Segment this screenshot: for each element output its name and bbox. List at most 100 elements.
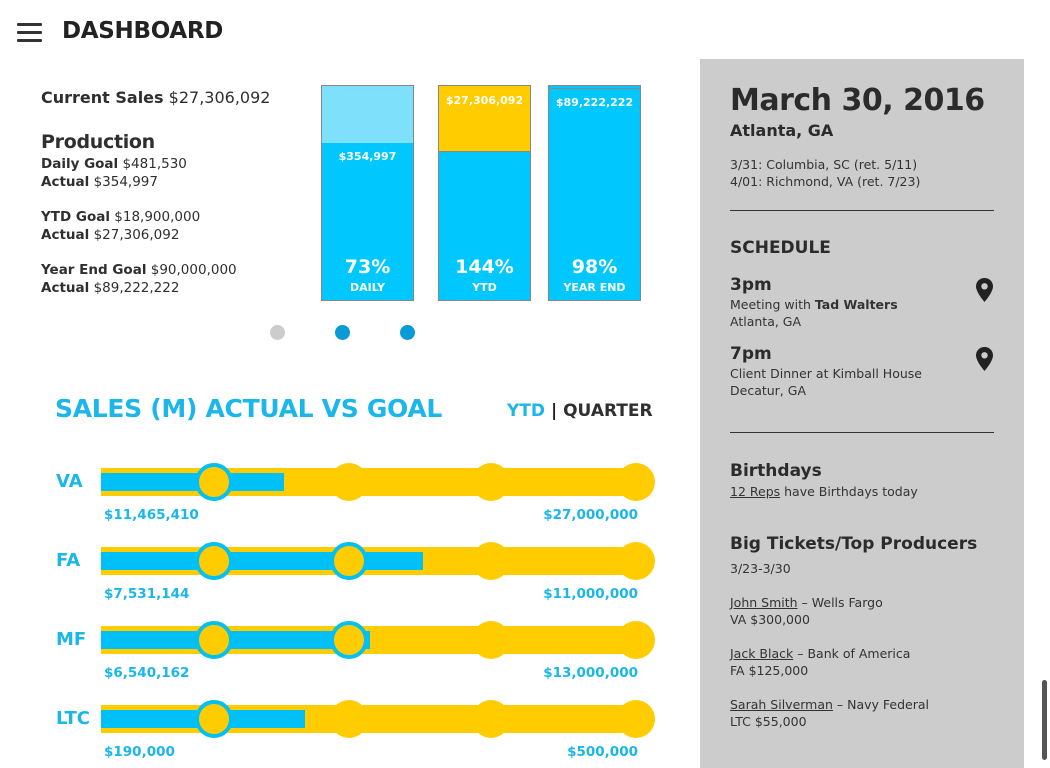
- year-end-actual: Actual $89,222,222: [41, 279, 311, 297]
- stat-label: Year End Goal: [41, 262, 147, 278]
- pager-dot-1[interactable]: [270, 325, 285, 340]
- actual-progress-bar: [101, 473, 284, 491]
- producer-company: – Bank of America: [793, 646, 911, 661]
- sidebar-city: Atlanta, GA: [730, 121, 834, 140]
- actual-progress-bar: [101, 552, 423, 570]
- producer-name-link[interactable]: John Smith: [730, 595, 798, 610]
- tickets-range: 3/23-3/30: [730, 561, 791, 576]
- progress-marker[interactable]: [195, 700, 233, 738]
- sales-row-label: VA: [56, 471, 83, 492]
- ytd-bar-percent: 144%: [455, 256, 514, 278]
- goal-value: $27,000,000: [543, 507, 638, 523]
- ytd-bar-amount: $27,306,092: [445, 94, 524, 107]
- stat-label: Actual: [41, 280, 90, 296]
- stat-value: $481,530: [122, 156, 187, 172]
- producer-name-link[interactable]: Jack Black: [730, 646, 794, 661]
- goal-track-node: [472, 463, 510, 501]
- header: DASHBOARD: [0, 0, 700, 60]
- progress-marker[interactable]: [195, 542, 233, 580]
- producer-company: – Navy Federal: [832, 697, 930, 712]
- ytd-toggle[interactable]: YTD: [507, 401, 546, 421]
- goal-value: $500,000: [567, 744, 638, 760]
- location-pin-icon[interactable]: [976, 278, 993, 302]
- producer-entry: John Smith – Wells Fargo: [730, 595, 883, 610]
- divider: [730, 432, 994, 433]
- ytd-goal: YTD Goal $18,900,000: [41, 208, 311, 226]
- daily-actual: Actual $354,997: [41, 173, 311, 191]
- stat-label: Daily Goal: [41, 156, 119, 172]
- goal-value: $11,000,000: [543, 586, 638, 602]
- stat-label: Actual: [41, 227, 90, 243]
- birthdays-suffix: have Birthdays today: [780, 484, 918, 499]
- birthdays-text: 12 Reps have Birthdays today: [730, 484, 918, 499]
- goal-track-node: [472, 621, 510, 659]
- event-desc-text: Meeting with: [730, 297, 815, 312]
- actual-value: $6,540,162: [104, 665, 190, 681]
- period-toggle: YTD | QUARTER: [507, 401, 653, 421]
- stat-label: YTD Goal: [41, 209, 110, 225]
- progress-marker[interactable]: [195, 621, 233, 659]
- producer-entry: Jack Black – Bank of America: [730, 646, 910, 661]
- sales-chart-title: SALES (M) ACTUAL VS GOAL: [55, 394, 443, 423]
- birthdays-title: Birthdays: [730, 461, 822, 481]
- stat-value: $354,997: [93, 174, 158, 190]
- year-end-bar-percent: 98%: [571, 256, 618, 278]
- sales-row-label: FA: [56, 550, 81, 571]
- production-stats: Current Sales $27,306,092 Production Dai…: [41, 88, 311, 297]
- year-end-bar-remaining: [549, 86, 640, 89]
- producer-name-link[interactable]: Sarah Silverman: [730, 697, 833, 712]
- event-desc-bold: Tad Walters: [814, 297, 898, 312]
- progress-marker[interactable]: [330, 621, 368, 659]
- event-time: 7pm: [730, 344, 772, 364]
- tickets-title: Big Tickets/Top Producers: [730, 534, 978, 554]
- progress-marker[interactable]: [195, 463, 233, 501]
- actual-value: $7,531,144: [104, 586, 190, 602]
- ytd-bar-caption: YTD: [472, 281, 497, 294]
- producer-company: – Wells Fargo: [797, 595, 883, 610]
- page-scrollbar[interactable]: [1042, 680, 1047, 760]
- birthdays-link[interactable]: 12 Reps: [730, 484, 781, 499]
- year-end-goal: Year End Goal $90,000,000: [41, 261, 311, 279]
- pager-dot-2[interactable]: [335, 325, 350, 340]
- current-sales-label: Current Sales: [41, 88, 164, 107]
- daily-bar-percent: 73%: [344, 256, 391, 278]
- actual-progress-bar: [101, 631, 370, 649]
- hamburger-menu-icon[interactable]: [17, 23, 42, 42]
- year-end-bar-caption: YEAR END: [563, 281, 626, 294]
- sales-row-label: MF: [56, 629, 87, 650]
- daily-bar-amount: $354,997: [338, 150, 397, 163]
- toggle-separator: |: [550, 401, 558, 421]
- goal-track-node: [330, 700, 368, 738]
- trip-line: 3/31: Columbia, SC (ret. 5/11): [730, 157, 918, 172]
- schedule-title: SCHEDULE: [730, 238, 831, 258]
- daily-bar-caption: DAILY: [350, 281, 385, 294]
- actual-value: $190,000: [104, 744, 175, 760]
- goal-track-node: [330, 463, 368, 501]
- progress-marker[interactable]: [330, 542, 368, 580]
- daily-bar-remaining: [322, 86, 413, 143]
- producer-entry: Sarah Silverman – Navy Federal: [730, 697, 929, 712]
- sidebar-date: March 30, 2016: [730, 83, 985, 118]
- ytd-actual: Actual $27,306,092: [41, 226, 311, 244]
- year-end-bar-amount: $89,222,222: [555, 96, 634, 109]
- event-place: Decatur, GA: [730, 383, 806, 398]
- page-title: DASHBOARD: [62, 18, 224, 44]
- goal-track-node: [472, 700, 510, 738]
- location-pin-icon[interactable]: [976, 347, 993, 371]
- ytd-bar: $27,306,092 144% YTD: [438, 85, 531, 301]
- stat-label: Actual: [41, 174, 90, 190]
- event-desc-text: Client Dinner at Kimball House: [730, 366, 922, 381]
- goal-track-node: [472, 542, 510, 580]
- sales-row-label: LTC: [56, 708, 90, 729]
- producer-amount: VA $300,000: [730, 612, 810, 627]
- year-end-bar: $89,222,222 98% YEAR END: [548, 85, 641, 301]
- stat-value: $90,000,000: [150, 262, 237, 278]
- actual-value: $11,465,410: [104, 507, 199, 523]
- event-description: Client Dinner at Kimball House: [730, 366, 922, 381]
- pager-dot-3[interactable]: [400, 325, 415, 340]
- stat-value: $89,222,222: [93, 280, 180, 296]
- divider: [730, 210, 994, 211]
- ytd-bar-excess: [439, 86, 530, 152]
- goal-value: $13,000,000: [543, 665, 638, 681]
- quarter-toggle[interactable]: QUARTER: [563, 401, 653, 421]
